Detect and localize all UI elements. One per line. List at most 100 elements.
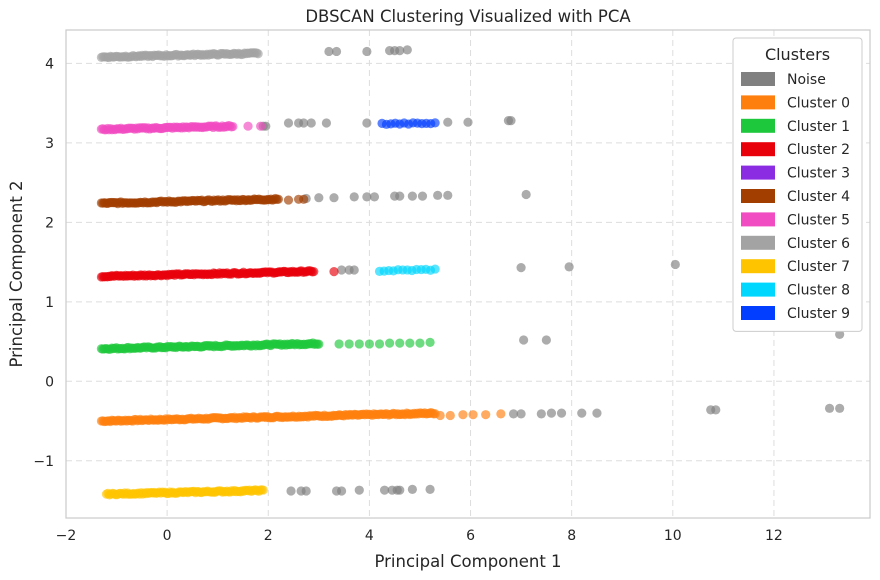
legend-swatch [741, 72, 775, 86]
legend-label: Cluster 8 [787, 283, 850, 299]
legend-item: Noise [741, 72, 826, 88]
data-point [435, 410, 445, 421]
data-point [546, 408, 557, 418]
legend-items: Noise Cluster 0 Cluster 1 Cluster 2 Cluster … [741, 72, 850, 322]
data-point [417, 191, 428, 201]
series-cluster-0 [96, 408, 506, 427]
x-tick-label: 10 [664, 528, 682, 544]
legend-label: Cluster 4 [787, 189, 850, 205]
points-layer [96, 45, 845, 500]
data-point [519, 335, 529, 345]
data-point [592, 408, 602, 418]
legend-item: Cluster 1 [741, 118, 850, 135]
series-cluster-8 [374, 264, 440, 276]
data-point [496, 409, 506, 419]
data-point [835, 403, 845, 413]
data-point [283, 118, 294, 128]
legend-item: Cluster 9 [741, 306, 850, 322]
data-point [711, 405, 721, 415]
data-point [402, 45, 412, 55]
plot-frame [65, 29, 871, 519]
data-point [481, 410, 491, 420]
data-point [508, 409, 519, 419]
data-point [433, 190, 443, 200]
legend-swatch [741, 259, 775, 274]
legend-label: Cluster 6 [787, 236, 850, 252]
legend-label: Cluster 2 [787, 142, 850, 158]
data-point [228, 121, 238, 132]
data-point [516, 409, 526, 419]
series-cluster-2 [96, 266, 339, 282]
data-point [521, 189, 531, 200]
data-point [299, 194, 309, 204]
data-point [256, 121, 266, 131]
data-point [824, 403, 835, 413]
legend-box [732, 37, 863, 332]
data-point [336, 486, 347, 496]
data-point [415, 338, 425, 348]
y-tick-label: 1 [45, 295, 54, 311]
data-point [243, 121, 253, 131]
legend-swatch [741, 235, 775, 250]
data-point [362, 118, 372, 128]
y-tick-label: −1 [33, 454, 54, 470]
data-point [329, 267, 339, 277]
data-point [334, 339, 344, 349]
data-point [443, 190, 453, 200]
data-point [506, 116, 516, 126]
data-point [395, 46, 405, 56]
series-cluster-9 [377, 118, 440, 129]
data-point [407, 484, 417, 494]
legend-swatch [741, 165, 775, 180]
legend-item: Cluster 2 [741, 142, 850, 158]
data-point [516, 263, 526, 273]
legend-item: Cluster 3 [741, 165, 850, 182]
data-point [299, 118, 309, 128]
data-point [258, 485, 268, 495]
data-point [369, 192, 380, 202]
data-point [425, 337, 435, 347]
x-tick-label: 6 [466, 528, 475, 544]
data-point [395, 338, 405, 348]
data-point [835, 329, 845, 339]
legend-label: Cluster 1 [787, 119, 850, 135]
legend-item: Cluster 6 [741, 235, 850, 252]
data-point [344, 339, 354, 349]
data-point [430, 118, 440, 128]
data-point [468, 410, 478, 420]
data-point [443, 117, 453, 127]
data-point [458, 410, 468, 420]
data-point [349, 192, 359, 202]
legend-swatch [741, 118, 775, 133]
data-point [364, 339, 374, 349]
legend-item: Cluster 5 [741, 212, 850, 228]
data-point [405, 338, 415, 348]
data-point [541, 335, 551, 345]
y-tick-label: 3 [45, 136, 54, 152]
data-point [564, 262, 574, 272]
data-point [331, 46, 342, 57]
legend-swatch [741, 189, 775, 203]
data-point [463, 117, 473, 127]
chart-title: DBSCAN Clustering Visualized with PCA [305, 7, 631, 26]
data-point [556, 408, 567, 418]
data-point [407, 191, 417, 201]
data-point [430, 264, 440, 274]
x-tick-label: 2 [264, 528, 273, 544]
legend-swatch [741, 142, 775, 157]
legend-label: Cluster 9 [787, 306, 850, 322]
legend-item: Cluster 7 [741, 259, 850, 275]
legend-title: Clusters [765, 45, 830, 64]
data-point [253, 49, 263, 59]
legend-swatch [741, 306, 775, 320]
data-point [374, 339, 385, 349]
legend-swatch [741, 95, 775, 110]
data-point [354, 339, 364, 349]
legend-label: Cluster 0 [787, 95, 850, 111]
data-point [536, 409, 546, 419]
legend-label: Noise [787, 72, 826, 88]
legend-label: Cluster 5 [787, 212, 850, 228]
data-point [301, 486, 311, 496]
legend-item: Cluster 0 [741, 95, 850, 111]
legend: Clusters Noise Cluster 0 Cluster 1 Cluster … [732, 37, 863, 332]
